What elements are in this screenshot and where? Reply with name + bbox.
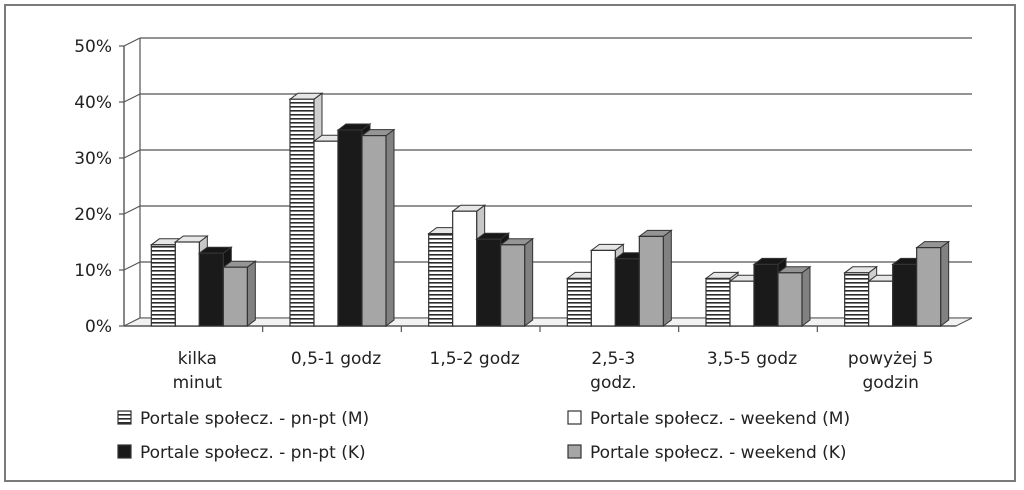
y-tick-label: 50%	[74, 37, 112, 57]
bar	[566, 277, 592, 327]
legend-swatch	[117, 444, 132, 459]
bar	[753, 263, 779, 327]
gridline-depth	[123, 205, 141, 215]
x-tick-label: godz.	[590, 373, 636, 393]
x-tick-label: powyżej 5	[848, 349, 933, 369]
x-tick-label: 0,5-1 godz	[291, 349, 381, 369]
y-tick-label: 30%	[74, 149, 112, 169]
x-tick-label: minut	[173, 373, 223, 393]
legend-swatch	[567, 410, 582, 425]
y-tick-label: 20%	[74, 205, 112, 225]
bar	[500, 244, 526, 327]
legend-label: Portale społecz. - pn-pt (M)	[140, 409, 369, 429]
bar	[452, 210, 478, 327]
x-tick-label: godzin	[862, 373, 918, 393]
x-tick-label: 1,5-2 godz	[430, 349, 520, 369]
x-tick-label: kilka	[178, 349, 217, 369]
bar-chart: 0% 10% 20% 30% 40% 50% kilka minut 0,5-1 godz 1,5…	[74, 37, 973, 463]
legend-label: Portale społecz. - pn-pt (K)	[140, 443, 366, 463]
bar	[844, 272, 870, 327]
bar	[428, 233, 454, 327]
y-tick-label: 10%	[74, 261, 112, 281]
bar-side	[801, 265, 811, 327]
gridline-depth	[123, 261, 141, 271]
legend-label: Portale społecz. - weekend (K)	[590, 443, 847, 463]
bar-side	[662, 229, 672, 327]
bar	[729, 280, 755, 327]
bar-side	[940, 240, 950, 327]
bar	[614, 258, 640, 327]
bar	[313, 140, 339, 327]
x-tick-label: 3,5-5 godz	[707, 349, 797, 369]
bar	[638, 235, 664, 327]
bar	[868, 280, 894, 327]
bar-side	[385, 128, 395, 327]
bar-side	[246, 260, 256, 327]
bar	[150, 244, 176, 327]
gridline-depth	[123, 149, 141, 159]
bar	[289, 98, 315, 327]
bar	[361, 135, 387, 327]
y-tick-label: 40%	[74, 93, 112, 113]
x-tick-label: 2,5-3	[591, 349, 635, 369]
bar	[337, 129, 363, 327]
bar	[916, 247, 942, 327]
bar	[222, 266, 248, 327]
legend-swatch	[567, 444, 582, 459]
legend-label: Portale społecz. - weekend (M)	[590, 409, 850, 429]
chart-frame: 0% 10% 20% 30% 40% 50% kilka minut 0,5-1 godz 1,5…	[4, 4, 1016, 482]
bar	[892, 263, 918, 327]
bar-side	[524, 237, 534, 327]
bar	[198, 252, 224, 327]
bar	[777, 272, 803, 327]
gridline-depth	[123, 93, 141, 103]
bar	[476, 238, 502, 327]
bar	[174, 241, 200, 327]
bar	[590, 249, 616, 327]
legend-swatch	[117, 410, 132, 425]
bar	[705, 277, 731, 327]
y-tick-label: 0%	[85, 317, 112, 337]
gridline-depth	[123, 37, 141, 47]
